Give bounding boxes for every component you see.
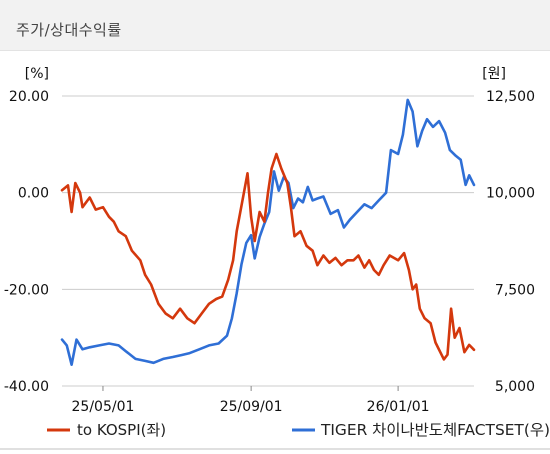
series-line-price (60, 98, 476, 367)
plot-area (60, 98, 476, 367)
right-tick-label: 5,000 (495, 379, 535, 395)
left-tick-label: -20.00 (4, 282, 49, 298)
x-tick-label: 25/09/01 (220, 399, 283, 415)
chart-title: 주가/상대수익률 (16, 21, 122, 39)
series-line-relative (60, 152, 476, 361)
left-axis-unit: [%] (25, 66, 49, 82)
right-tick-label: 10,000 (486, 186, 535, 202)
legend[interactable]: to KOSPI(좌) TIGER 차이나반도체FACTSET(우) (47, 421, 550, 439)
gridlines (62, 95, 474, 387)
right-axis: 12,500 10,000 7,500 5,000 (486, 89, 535, 395)
legend-label-relative[interactable]: to KOSPI(좌) (77, 421, 166, 439)
stock-chart: [%] [원] 20.00 0.00 -20.00 -40.00 12,500 10,0… (4, 66, 550, 439)
left-tick-label: 20.00 (9, 89, 49, 105)
legend-label-price[interactable]: TIGER 차이나반도체FACTSET(우) (320, 421, 550, 439)
left-tick-label: -40.00 (4, 379, 49, 395)
right-axis-unit: [원] (482, 66, 506, 82)
left-tick-label: 0.00 (18, 186, 49, 202)
left-axis: 20.00 0.00 -20.00 -40.00 (4, 89, 49, 395)
bottom-divider (0, 448, 550, 450)
x-tick-label: 26/01/01 (367, 399, 430, 415)
x-tick-label: 25/05/01 (72, 399, 135, 415)
chart-header: 주가/상대수익률 (0, 0, 550, 51)
right-tick-label: 7,500 (495, 282, 535, 298)
right-tick-label: 12,500 (486, 89, 535, 105)
x-axis: 25/05/01 25/09/01 26/01/01 (72, 386, 430, 415)
